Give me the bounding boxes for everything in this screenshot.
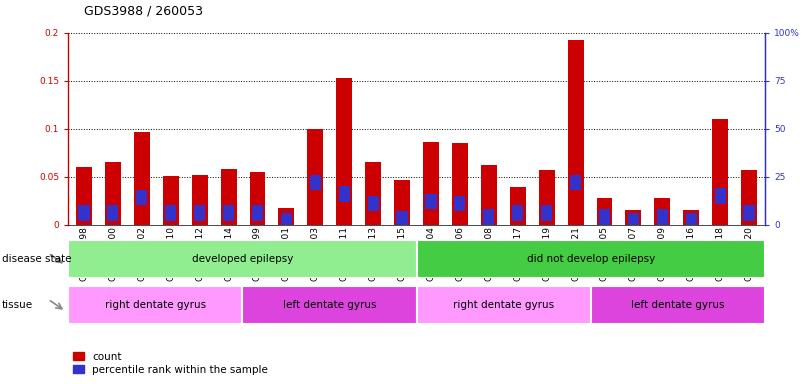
Text: tissue: tissue (2, 300, 33, 310)
Text: developed epilepsy: developed epilepsy (191, 254, 293, 264)
Bar (683, 210, 699, 225)
Bar (281, 213, 292, 225)
Bar (714, 188, 726, 204)
Bar (242, 286, 417, 324)
Bar (78, 205, 90, 221)
Bar (743, 205, 755, 221)
Bar (425, 194, 437, 209)
Bar (654, 198, 670, 225)
Bar (423, 142, 439, 225)
Bar (107, 205, 119, 221)
Bar (628, 213, 639, 225)
Bar (417, 286, 590, 324)
Bar (368, 196, 379, 211)
Bar (568, 40, 583, 225)
Text: left dentate gyrus: left dentate gyrus (631, 300, 725, 310)
Bar (68, 240, 417, 278)
Bar (136, 190, 147, 205)
Legend: count, percentile rank within the sample: count, percentile rank within the sample (74, 352, 268, 375)
Bar (339, 186, 350, 202)
Bar (417, 240, 765, 278)
Text: did not develop epilepsy: did not develop epilepsy (526, 254, 655, 264)
Bar (194, 205, 205, 221)
Bar (686, 213, 697, 225)
Bar (590, 286, 765, 324)
Bar (509, 187, 525, 225)
Bar (134, 132, 150, 225)
Bar (223, 205, 234, 221)
Bar (541, 205, 552, 221)
Text: GDS3988 / 260053: GDS3988 / 260053 (84, 4, 203, 17)
Text: right dentate gyrus: right dentate gyrus (453, 300, 554, 310)
Bar (539, 170, 554, 225)
Bar (105, 162, 121, 225)
Bar (454, 196, 465, 211)
Text: disease state: disease state (2, 254, 71, 264)
Bar (657, 209, 668, 225)
Text: right dentate gyrus: right dentate gyrus (105, 300, 206, 310)
Bar (163, 176, 179, 225)
Bar (597, 198, 613, 225)
Bar (252, 205, 263, 221)
Bar (310, 175, 321, 190)
Bar (76, 167, 92, 225)
Bar (599, 209, 610, 225)
Bar (191, 175, 207, 225)
Bar (481, 165, 497, 225)
Bar (512, 205, 523, 221)
Bar (68, 286, 242, 324)
Bar (570, 175, 581, 190)
Bar (308, 129, 324, 225)
Bar (712, 119, 728, 225)
Bar (396, 211, 408, 225)
Bar (165, 205, 176, 221)
Bar (483, 209, 494, 225)
Bar (365, 162, 381, 225)
Text: left dentate gyrus: left dentate gyrus (283, 300, 376, 310)
Bar (626, 210, 642, 225)
Bar (336, 78, 352, 225)
Bar (279, 209, 294, 225)
Bar (250, 172, 265, 225)
Bar (394, 180, 410, 225)
Bar (220, 169, 236, 225)
Bar (741, 170, 757, 225)
Bar (452, 143, 468, 225)
